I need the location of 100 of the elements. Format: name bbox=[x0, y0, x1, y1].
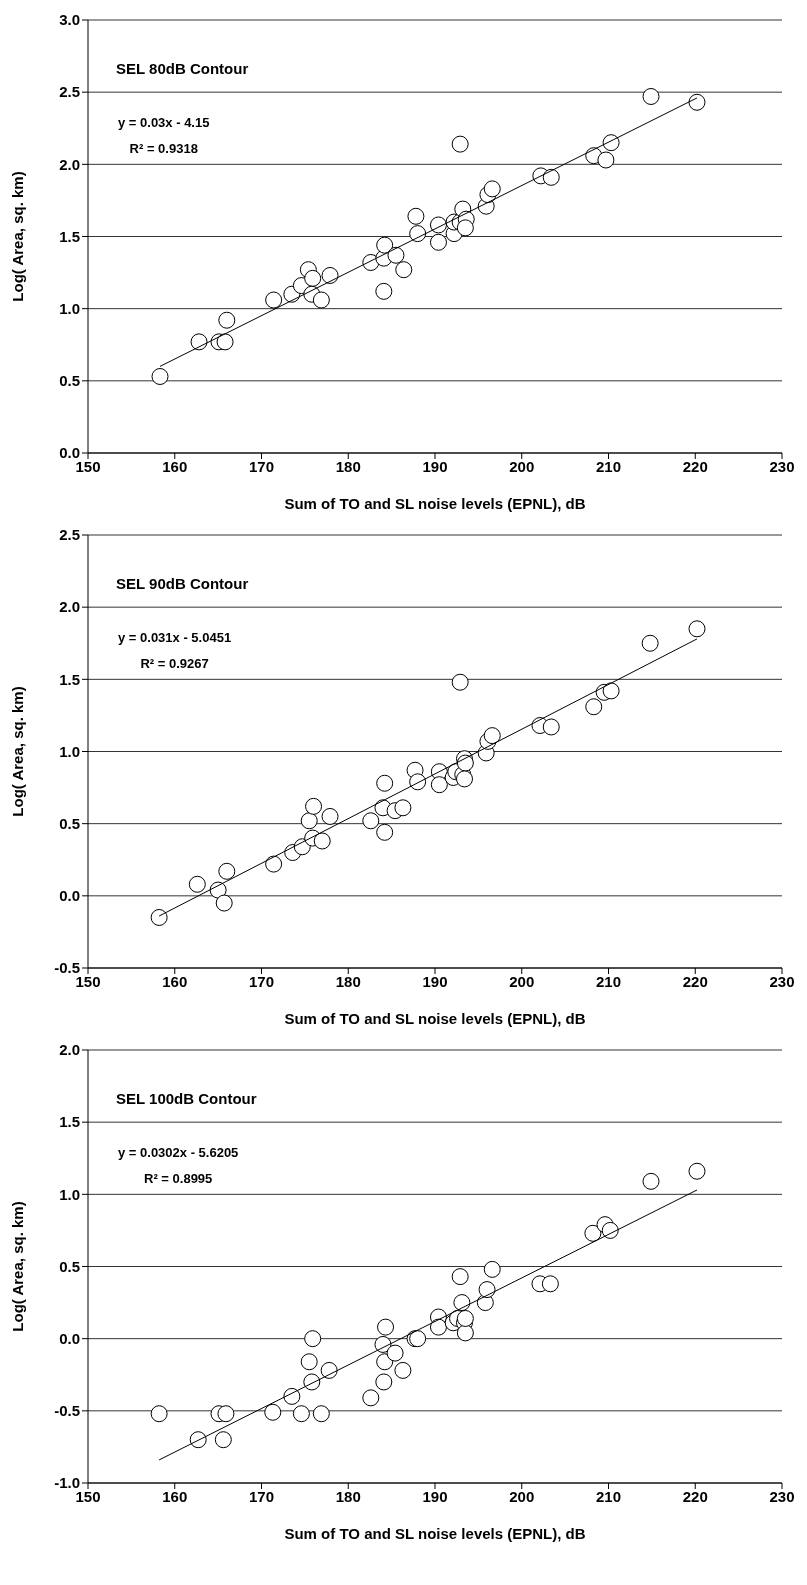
point bbox=[305, 797, 323, 815]
point bbox=[376, 1353, 394, 1371]
point bbox=[688, 1162, 706, 1180]
x-tick-label: 200 bbox=[509, 457, 535, 475]
point bbox=[456, 1324, 474, 1342]
x-tick-label: 210 bbox=[595, 972, 622, 990]
y-tick-label: 0.5 bbox=[59, 372, 80, 390]
text: SEL 100dB Contour bbox=[116, 1090, 257, 1107]
x-tick-label: 190 bbox=[422, 1487, 448, 1505]
annotation: R² = 0.9267 bbox=[139, 655, 210, 673]
y-tick-label: 2.5 bbox=[59, 526, 80, 544]
point bbox=[188, 875, 206, 893]
x-tick-label: 180 bbox=[335, 1487, 361, 1505]
point bbox=[300, 812, 318, 830]
point bbox=[151, 368, 169, 385]
annotation: R² = 0.8995 bbox=[143, 1170, 214, 1188]
point bbox=[451, 1268, 469, 1286]
point bbox=[688, 93, 706, 111]
x-tick-label: 160 bbox=[162, 1487, 188, 1505]
y-axis-title: Log( Area, sq. km) bbox=[9, 171, 27, 302]
x-tick-label: 160 bbox=[162, 457, 188, 475]
x-tick-label: 190 bbox=[422, 457, 448, 475]
text: SEL 90dB Contour bbox=[116, 575, 249, 592]
y-tick-label: 0.0 bbox=[59, 887, 80, 905]
x-tick-label: 180 bbox=[335, 457, 361, 475]
point bbox=[456, 1309, 474, 1327]
point bbox=[387, 246, 405, 264]
point bbox=[395, 261, 413, 279]
point bbox=[542, 168, 560, 186]
point bbox=[601, 1221, 619, 1239]
y-tick-label: 2.0 bbox=[59, 155, 80, 173]
point bbox=[304, 269, 322, 287]
point bbox=[597, 151, 615, 169]
point bbox=[265, 855, 283, 873]
point bbox=[542, 718, 560, 736]
point bbox=[602, 682, 620, 700]
point bbox=[321, 266, 339, 284]
y-tick-label: 0.0 bbox=[59, 1329, 80, 1347]
point bbox=[312, 1405, 330, 1423]
y-axis-title: Log( Area, sq. km) bbox=[9, 1201, 27, 1332]
annotation: y = 0.0302x - 5.6205 bbox=[118, 1144, 239, 1162]
point bbox=[377, 1318, 395, 1336]
point bbox=[541, 1275, 559, 1293]
point bbox=[265, 291, 283, 309]
x-tick-label: 210 bbox=[595, 457, 622, 475]
x-tick-label: 230 bbox=[769, 972, 795, 990]
x-tick-label: 230 bbox=[769, 1487, 795, 1505]
y-tick-label: 1.5 bbox=[59, 1113, 80, 1131]
x-tick-label: 230 bbox=[769, 457, 795, 475]
point bbox=[313, 832, 331, 850]
point bbox=[217, 1405, 235, 1423]
point bbox=[312, 291, 330, 309]
point bbox=[483, 1260, 501, 1278]
x-tick-label: 220 bbox=[682, 457, 708, 475]
x-tick-label: 170 bbox=[248, 457, 275, 475]
point bbox=[218, 862, 236, 880]
point bbox=[456, 770, 473, 788]
point bbox=[376, 823, 394, 841]
y-tick-label: 0.5 bbox=[59, 814, 80, 832]
point bbox=[300, 1353, 318, 1371]
point bbox=[264, 1403, 282, 1421]
point bbox=[642, 1172, 660, 1190]
point bbox=[483, 180, 501, 198]
point bbox=[584, 1224, 602, 1242]
point bbox=[150, 908, 168, 926]
y-tick-label: 3.0 bbox=[59, 11, 80, 29]
point bbox=[409, 225, 427, 243]
y-tick-label: 0.5 bbox=[59, 1257, 80, 1275]
point bbox=[478, 1281, 496, 1299]
x-tick-label: 220 bbox=[682, 1487, 708, 1505]
point bbox=[375, 282, 393, 300]
point bbox=[304, 1330, 322, 1348]
x-tick-label: 170 bbox=[248, 972, 275, 990]
point bbox=[429, 1318, 447, 1336]
x-axis-title: Sum of TO and SL noise levels (EPNL), dB bbox=[284, 1010, 586, 1027]
point bbox=[216, 333, 234, 351]
x-tick-label: 190 bbox=[422, 972, 448, 990]
x-tick-label: 170 bbox=[248, 1487, 275, 1505]
point bbox=[214, 1431, 232, 1449]
y-tick-label: -0.5 bbox=[54, 1402, 80, 1420]
y-tick-label: 1.0 bbox=[59, 742, 80, 760]
y-axis-title: Log( Area, sq. km) bbox=[9, 686, 27, 817]
point bbox=[585, 698, 603, 716]
point bbox=[376, 774, 394, 792]
point bbox=[688, 620, 706, 638]
point bbox=[483, 727, 501, 745]
y-tick-label: 2.0 bbox=[59, 598, 80, 616]
point bbox=[451, 135, 469, 153]
point bbox=[451, 673, 469, 691]
x-axis-title: Sum of TO and SL noise levels (EPNL), dB bbox=[284, 1525, 586, 1542]
point bbox=[429, 233, 447, 251]
text: SEL 80dB Contour bbox=[116, 60, 249, 77]
point bbox=[362, 1389, 380, 1407]
point bbox=[150, 1405, 168, 1423]
point bbox=[642, 88, 660, 105]
point bbox=[362, 812, 380, 830]
y-tick-label: 1.0 bbox=[59, 299, 80, 317]
annotation: R² = 0.9318 bbox=[128, 140, 199, 158]
y-tick-label: 1.5 bbox=[59, 227, 80, 245]
x-tick-label: 210 bbox=[595, 1487, 622, 1505]
